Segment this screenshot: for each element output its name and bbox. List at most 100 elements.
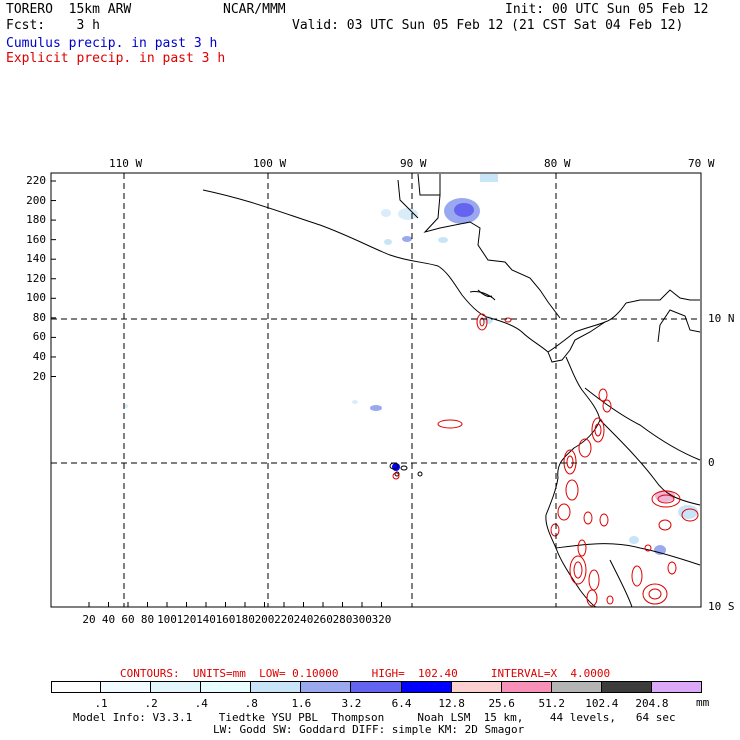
- y-tick-label: 80: [32, 310, 46, 324]
- lake-outline: [477, 289, 493, 297]
- colorbar-label: 6.4: [391, 697, 412, 710]
- x-tick-label: 100: [157, 613, 177, 626]
- cumulus-precip-patches: [124, 174, 698, 555]
- precip-contour: [651, 490, 681, 508]
- precip-contour: [599, 513, 609, 527]
- galapagos-island: [400, 465, 408, 471]
- org-label: NCAR/MMM: [223, 2, 286, 17]
- x-tick-label: 60: [121, 613, 135, 626]
- precip-contour: [594, 423, 602, 437]
- colorbar-label: 12.8: [438, 697, 465, 710]
- colorbar-label: .8: [244, 697, 258, 710]
- caribbean-coast: [417, 173, 561, 319]
- galapagos-island: [417, 471, 423, 477]
- latlon-grid: [51, 173, 701, 607]
- x-tick-label: 320: [371, 613, 392, 626]
- colorbar-swatch: [501, 681, 552, 693]
- y-tick-label: 20: [32, 369, 46, 383]
- x-tick-label: 220: [274, 613, 294, 626]
- precip-contour: [578, 438, 592, 458]
- colorbar-swatch: [51, 681, 102, 693]
- precip-contour: [563, 449, 577, 475]
- colorbar-swatch: [401, 681, 452, 693]
- lon-label-110w: 110 W: [109, 157, 143, 170]
- colorbar-swatch: [301, 681, 352, 693]
- y-tick-label: 100: [26, 291, 46, 305]
- precip-contour: [504, 317, 512, 323]
- precip-contour: [588, 569, 600, 591]
- cumulus-patch: [381, 209, 391, 217]
- precip-contour: [583, 511, 593, 525]
- precip-contour: [648, 588, 662, 600]
- precip-contour: [566, 455, 574, 469]
- cumulus-patch: [392, 463, 400, 471]
- x-tick-label: 120: [176, 613, 197, 626]
- valid-time: Valid: 03 UTC Sun 05 Feb 12 (21 CST Sat …: [292, 18, 684, 33]
- precip-contour: [437, 419, 463, 429]
- border-line: [397, 179, 419, 219]
- precip-contour: [586, 589, 598, 607]
- cumulus-patch: [370, 405, 382, 411]
- border-line: [657, 309, 701, 343]
- lat-label-10n: 10 N: [708, 312, 735, 325]
- y-tick-label: 60: [32, 330, 46, 344]
- y-tick-label: 120: [26, 271, 46, 285]
- colorbar-swatch: [151, 681, 202, 693]
- x-tick-label: 40: [101, 613, 116, 626]
- precip-contour: [591, 417, 605, 443]
- precip-contour: [479, 317, 485, 327]
- border-line: [584, 387, 701, 461]
- lat-label-10s: 10 S: [708, 600, 735, 613]
- colorbar-frame: [51, 681, 702, 693]
- galapagos-island: [394, 471, 400, 477]
- colorbar-unit: mm: [696, 696, 710, 709]
- lon-label-90w: 90 W: [400, 157, 427, 170]
- precip-contour: [577, 539, 587, 557]
- x-tick-label: 260: [313, 613, 333, 626]
- border-line: [609, 559, 633, 608]
- init-time: Init: 00 UTC Sun 05 Feb 12: [505, 2, 709, 17]
- border-line: [555, 543, 701, 566]
- precip-contour: [642, 583, 668, 605]
- cumulus-patch: [454, 203, 474, 217]
- colorbar-label: 1.6: [291, 697, 312, 710]
- colorbar-swatch: [351, 681, 402, 693]
- precip-contour: [602, 399, 612, 413]
- colorbar-label: 3.2: [341, 697, 362, 710]
- precip-contour: [667, 561, 677, 575]
- precip-contour: [657, 494, 675, 504]
- y-tick-label: 180: [26, 213, 46, 227]
- x-tick-label: 80: [140, 613, 155, 626]
- border-line: [599, 419, 701, 506]
- precip-contour: [573, 561, 583, 579]
- x-tick-label: 180: [235, 613, 255, 626]
- cumulus-patch: [402, 236, 412, 242]
- x-tick-label: 280: [332, 613, 353, 626]
- y-tick-label: 140: [26, 252, 46, 266]
- lon-label-100w: 100 W: [253, 157, 287, 170]
- y-tick-label: 160: [26, 232, 46, 246]
- precip-contour: [557, 503, 571, 521]
- x-tick-label: 300: [352, 613, 372, 626]
- cumulus-patch: [384, 239, 392, 245]
- colorbar-swatch: [551, 681, 602, 693]
- cumulus-patch: [398, 208, 418, 220]
- precip-contour: [550, 523, 560, 537]
- colorbar-label: .1: [94, 697, 108, 710]
- colorbar-label: 102.4: [585, 697, 619, 710]
- cumulus-patch: [654, 545, 666, 555]
- precip-contour: [681, 508, 699, 522]
- cumulus-patch: [480, 174, 498, 182]
- precip-contour: [565, 479, 579, 501]
- y-tick-label: 40: [32, 349, 46, 363]
- border-line: [469, 291, 496, 301]
- contour-info: CONTOURS: UNITS=mm LOW= 0.10000 HIGH= 10…: [120, 667, 611, 680]
- border-line: [547, 321, 606, 363]
- cumulus-patch: [629, 536, 639, 544]
- precip-contour: [606, 595, 614, 605]
- colorbar-swatch: [251, 681, 302, 693]
- colorbar-swatch: [601, 681, 652, 693]
- precip-contour: [569, 555, 587, 585]
- cumulus-patch: [124, 404, 128, 408]
